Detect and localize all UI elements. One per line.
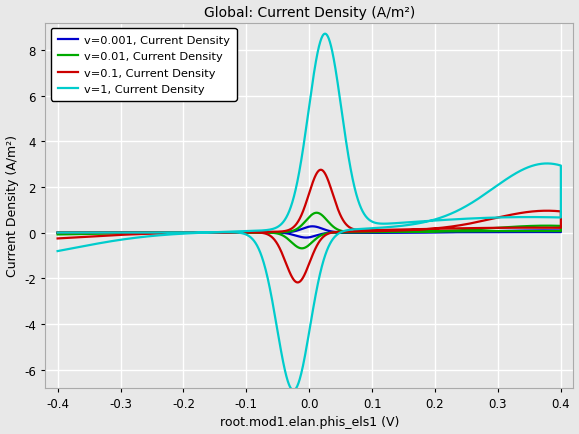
Line: v=0.1, Current Density: v=0.1, Current Density (57, 171, 561, 283)
v=0.1, Current Density (421, 227, 428, 232)
v=0.01, Current Density (465, 228, 472, 233)
v=0.001, Current Density (421, 230, 428, 235)
v=0.01, Current Density (105, 231, 112, 237)
v=1, Current Density (54, 230, 61, 236)
v=0.001, Current Density (465, 230, 472, 235)
v=0.1, Current Density (419, 227, 426, 232)
v=0.001, Current Density (303, 235, 310, 240)
Line: v=0.001, Current Density: v=0.001, Current Density (57, 227, 561, 238)
Y-axis label: Current Density (A/m²): Current Density (A/m²) (6, 135, 19, 276)
v=1, Current Density (261, 261, 267, 266)
v=0.001, Current Density (261, 230, 267, 236)
v=1, Current Density (465, 203, 472, 208)
v=0.001, Current Density (54, 230, 61, 236)
v=0.01, Current Density (54, 230, 61, 236)
Legend: v=0.001, Current Density, v=0.01, Current Density, v=0.1, Current Density, v=1, : v=0.001, Current Density, v=0.01, Curren… (51, 29, 237, 102)
v=0.01, Current Density (261, 230, 267, 236)
v=0.1, Current Density (294, 280, 301, 286)
v=0.1, Current Density (261, 231, 267, 236)
v=0.01, Current Density (298, 246, 305, 251)
v=0.1, Current Density (314, 242, 321, 247)
v=0.1, Current Density (54, 236, 61, 241)
v=1, Current Density (54, 249, 61, 254)
v=1, Current Density (421, 220, 428, 225)
v=0.001, Current Density (54, 231, 61, 236)
v=1, Current Density (290, 388, 297, 393)
v=0.001, Current Density (105, 231, 112, 236)
v=1, Current Density (105, 240, 112, 245)
Title: Global: Current Density (A/m²): Global: Current Density (A/m²) (204, 6, 415, 20)
v=1, Current Density (321, 32, 328, 37)
v=1, Current Density (314, 282, 321, 287)
v=0.001, Current Density (314, 233, 321, 238)
v=0.01, Current Density (314, 235, 321, 240)
v=0.1, Current Density (105, 233, 112, 239)
Line: v=1, Current Density: v=1, Current Density (57, 35, 561, 391)
Line: v=0.01, Current Density: v=0.01, Current Density (57, 213, 561, 249)
v=0.001, Current Density (419, 230, 426, 235)
X-axis label: root.mod1.elan.phis_els1 (V): root.mod1.elan.phis_els1 (V) (219, 415, 399, 428)
v=0.01, Current Density (313, 210, 320, 216)
v=1, Current Density (419, 219, 426, 224)
v=0.01, Current Density (54, 232, 61, 237)
v=0.1, Current Density (317, 168, 324, 173)
v=0.001, Current Density (309, 224, 316, 230)
v=0.01, Current Density (419, 229, 426, 234)
v=0.1, Current Density (465, 222, 472, 227)
v=0.1, Current Density (54, 230, 61, 236)
v=0.01, Current Density (421, 230, 428, 235)
